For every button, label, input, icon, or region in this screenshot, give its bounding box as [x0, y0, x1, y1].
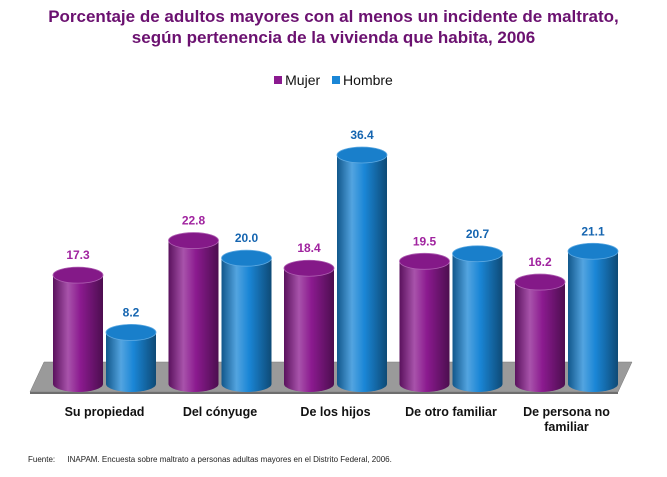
bar-mujer-3 [283, 259, 335, 392]
source-note: Fuente: INAPAM. Encuesta sobre maltrato … [28, 455, 392, 464]
bar-body [399, 261, 450, 392]
data-label: 16.2 [528, 255, 552, 269]
bar-body [452, 253, 503, 392]
category-label: De otro familiar [405, 405, 497, 419]
source-label: Fuente: [28, 455, 56, 464]
category-label: De persona no familiar [523, 405, 610, 434]
legend-label-mujer: Mujer [285, 72, 321, 88]
chart-floor-edge [30, 392, 618, 394]
legend-swatch-hombre [332, 76, 341, 84]
bar-body [284, 268, 334, 392]
bar-hombre-1 [105, 324, 157, 392]
bar-body [515, 282, 565, 392]
data-label: 36.4 [350, 128, 374, 142]
bar-top [514, 273, 566, 291]
bar-body [221, 258, 272, 392]
bar-top [52, 266, 104, 284]
data-label: 19.5 [413, 234, 437, 248]
data-label: 18.4 [297, 241, 321, 255]
category-label: Su propiedad [65, 405, 145, 419]
chart-title-line-2: según pertenencia de la vivienda que hab… [131, 28, 536, 47]
chart-title: Porcentaje de adultos mayores con al men… [0, 6, 667, 48]
chart-title-line-1: Porcentaje de adultos mayores con al men… [48, 7, 619, 26]
bar-mujer-5 [514, 273, 566, 392]
bar-hombre-4 [452, 245, 503, 392]
data-label: 17.3 [66, 248, 90, 262]
bar-top [105, 324, 157, 341]
bar-mujer-2 [168, 232, 219, 392]
source-text: INAPAM. Encuesta sobre maltrato a person… [67, 455, 392, 464]
data-label: 21.1 [581, 224, 605, 238]
data-label: 22.8 [182, 214, 206, 228]
category-label-line: De otro familiar [405, 405, 497, 419]
bar-hombre-3 [336, 146, 388, 392]
data-label: 8.2 [123, 305, 140, 319]
bar-body [168, 240, 219, 392]
category-label-line: Su propiedad [65, 405, 145, 419]
bar-body [337, 155, 387, 392]
category-label-line: familiar [544, 420, 589, 434]
bar-top [452, 245, 503, 263]
bar-mujer-1 [52, 266, 104, 392]
legend-label-hombre: Hombre [343, 72, 393, 88]
data-label: 20.7 [466, 227, 490, 241]
category-label: Del cónyuge [183, 405, 257, 419]
bar-body [568, 251, 618, 392]
bar-top [399, 252, 450, 270]
bar-body [106, 332, 156, 392]
bar-hombre-5 [567, 242, 619, 392]
bar-top [336, 146, 388, 164]
bar-top [567, 242, 619, 260]
category-label-line: De persona no [523, 405, 610, 419]
legend-item-mujer: Mujer [274, 72, 320, 88]
bar-hombre-2 [221, 249, 272, 392]
bar-body [53, 275, 103, 392]
category-label-line: Del cónyuge [183, 405, 257, 419]
bar-top [283, 259, 335, 277]
legend-swatch-mujer [274, 76, 283, 84]
bar-top [168, 232, 219, 249]
chart-legend: Mujer Hombre [0, 71, 667, 88]
legend-item-hombre: Hombre [332, 72, 393, 88]
bar-mujer-4 [399, 252, 450, 392]
category-label: De los hijos [300, 405, 370, 419]
category-label-line: De los hijos [300, 405, 370, 419]
data-label: 20.0 [235, 231, 259, 245]
bar-top [221, 249, 272, 267]
